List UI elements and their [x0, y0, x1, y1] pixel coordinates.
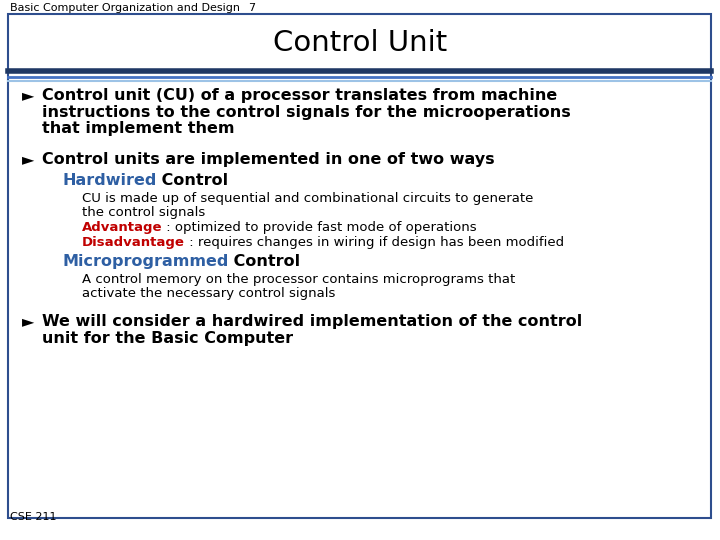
Text: ►: ►	[22, 152, 35, 167]
Text: CSE 211: CSE 211	[10, 512, 56, 522]
Text: that implement them: that implement them	[42, 122, 235, 137]
Text: : optimized to provide fast mode of operations: : optimized to provide fast mode of oper…	[163, 221, 477, 234]
Text: Hardwired: Hardwired	[62, 173, 156, 188]
FancyBboxPatch shape	[8, 14, 711, 518]
Text: 7: 7	[248, 3, 255, 13]
Text: Advantage: Advantage	[82, 221, 163, 234]
Text: Control: Control	[228, 254, 300, 268]
Text: Disadvantage: Disadvantage	[82, 237, 185, 249]
Text: instructions to the control signals for the microoperations: instructions to the control signals for …	[42, 105, 571, 120]
Text: Microprogrammed: Microprogrammed	[62, 254, 228, 268]
Text: : requires changes in wiring if design has been modified: : requires changes in wiring if design h…	[185, 237, 564, 249]
Text: Basic Computer Organization and Design: Basic Computer Organization and Design	[10, 3, 240, 13]
Text: activate the necessary control signals: activate the necessary control signals	[82, 287, 336, 300]
Text: A control memory on the processor contains microprograms that: A control memory on the processor contai…	[82, 273, 516, 286]
Text: Control Unit: Control Unit	[273, 29, 447, 57]
Text: Control unit (CU) of a processor translates from machine: Control unit (CU) of a processor transla…	[42, 88, 557, 103]
Text: CU is made up of sequential and combinational circuits to generate: CU is made up of sequential and combinat…	[82, 192, 534, 205]
Text: ►: ►	[22, 88, 35, 103]
Text: We will consider a hardwired implementation of the control: We will consider a hardwired implementat…	[42, 314, 582, 329]
Text: Control: Control	[156, 173, 228, 188]
Text: the control signals: the control signals	[82, 206, 205, 219]
Text: ►: ►	[22, 314, 35, 329]
Text: Control units are implemented in one of two ways: Control units are implemented in one of …	[42, 152, 495, 167]
Text: unit for the Basic Computer: unit for the Basic Computer	[42, 330, 293, 346]
